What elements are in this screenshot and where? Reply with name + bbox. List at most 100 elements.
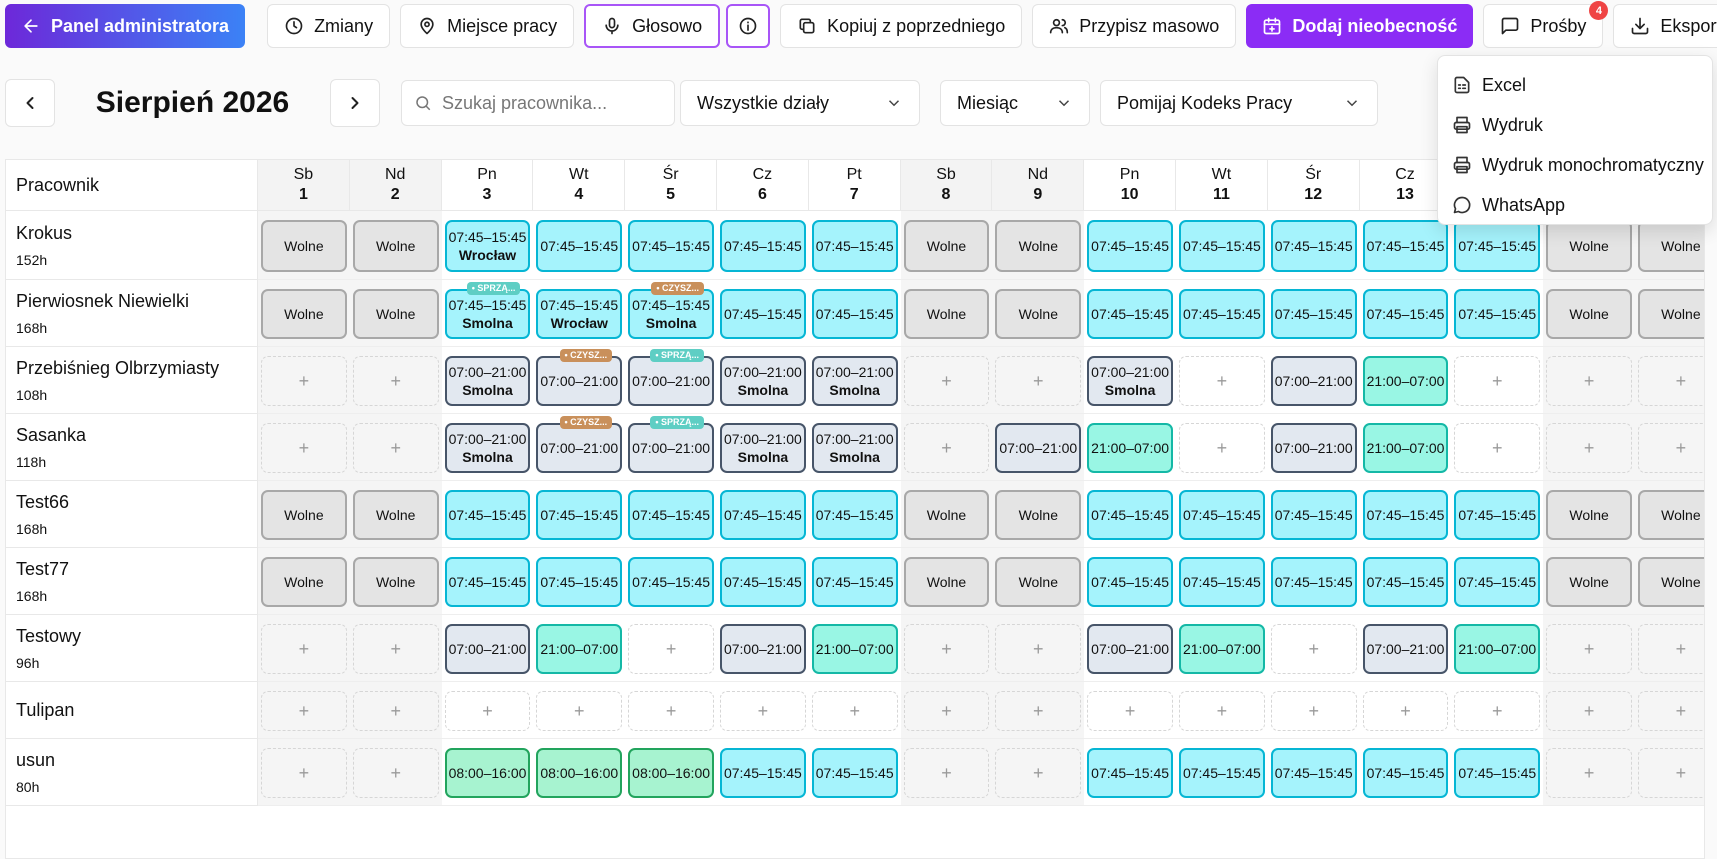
shift-cell[interactable]: 07:45–15:45 xyxy=(720,748,806,798)
workplace-button[interactable]: Miejsce pracy xyxy=(400,4,575,48)
shift-cell[interactable]: 07:45–15:45 xyxy=(1087,220,1173,272)
shift-cell[interactable]: 07:45–15:45 xyxy=(628,220,714,272)
day-off-cell[interactable]: Wolne xyxy=(1638,490,1704,540)
shift-cell[interactable]: 07:45–15:45 xyxy=(1270,748,1357,798)
shift-cell[interactable]: 07:45–15:45 xyxy=(1454,220,1541,272)
day-off-cell[interactable]: Wolne xyxy=(261,220,347,272)
add-shift-cell[interactable]: + xyxy=(1546,748,1632,798)
shift-cell[interactable]: 07:00–21:00 xyxy=(995,423,1082,473)
add-shift-cell[interactable]: + xyxy=(903,624,990,674)
add-shift-cell[interactable]: + xyxy=(1179,356,1265,406)
add-shift-cell[interactable]: + xyxy=(1179,423,1265,473)
add-shift-cell[interactable]: + xyxy=(995,356,1082,406)
add-shift-cell[interactable]: + xyxy=(1362,691,1449,731)
next-month-button[interactable] xyxy=(330,79,380,127)
add-shift-cell[interactable]: + xyxy=(1638,423,1704,473)
voice-button[interactable]: Głosowo xyxy=(584,4,721,48)
export-whatsapp-item[interactable]: WhatsApp xyxy=(1438,185,1712,225)
add-shift-cell[interactable]: + xyxy=(628,624,714,674)
shift-cell[interactable]: 07:45–15:45 xyxy=(1270,289,1357,339)
shift-cell[interactable]: 21:00–07:00 xyxy=(811,624,898,674)
shift-cell[interactable]: 07:45–15:45 xyxy=(1362,220,1449,272)
shift-cell[interactable]: 07:45–15:45 xyxy=(628,490,714,540)
employee-row-header[interactable]: Przebiśnieg Olbrzymiasty 108h xyxy=(6,347,258,414)
day-off-cell[interactable]: Wolne xyxy=(1638,220,1704,272)
shift-cell[interactable]: 07:45–15:45 Wrocław xyxy=(444,220,531,272)
shift-cell[interactable]: 07:00–21:00 Smolna xyxy=(811,423,898,473)
add-shift-cell[interactable]: + xyxy=(995,691,1082,731)
shift-cell[interactable]: 07:00–21:00 xyxy=(1087,624,1173,674)
shift-cell[interactable]: 07:45–15:45 xyxy=(1454,748,1541,798)
day-off-cell[interactable]: Wolne xyxy=(261,557,347,607)
day-off-cell[interactable]: Wolne xyxy=(1638,557,1704,607)
shift-cell[interactable]: 07:45–15:45 xyxy=(1270,220,1357,272)
shift-cell[interactable]: 07:45–15:45 xyxy=(720,220,806,272)
shift-cell[interactable]: 07:45–15:45 xyxy=(1179,490,1265,540)
shift-cell[interactable]: 07:45–15:45 xyxy=(536,220,623,272)
day-off-cell[interactable]: Wolne xyxy=(995,557,1082,607)
add-shift-cell[interactable]: + xyxy=(261,423,347,473)
shift-cell[interactable]: 21:00–07:00 xyxy=(1087,423,1173,473)
shift-cell[interactable]: 07:45–15:45 xyxy=(1454,289,1541,339)
shift-cell[interactable]: 07:00–21:00 xyxy=(444,624,531,674)
add-shift-cell[interactable]: + xyxy=(352,748,439,798)
shift-cell[interactable]: 07:00–21:00 xyxy=(1362,624,1449,674)
add-shift-cell[interactable]: + xyxy=(352,356,439,406)
shift-cell[interactable]: 07:45–15:45 xyxy=(1270,490,1357,540)
shift-cell[interactable]: 07:00–21:00 Smolna xyxy=(720,356,806,406)
add-shift-cell[interactable]: + xyxy=(352,691,439,731)
add-shift-cell[interactable]: + xyxy=(1454,356,1541,406)
add-shift-cell[interactable]: + xyxy=(1270,691,1357,731)
shift-cell[interactable]: 07:00–21:00 • SPRZĄ... xyxy=(628,349,714,406)
shift-cell[interactable]: 07:45–15:45 xyxy=(1454,490,1541,540)
shift-cell[interactable]: 21:00–07:00 xyxy=(1362,356,1449,406)
day-off-cell[interactable]: Wolne xyxy=(1546,557,1632,607)
day-off-cell[interactable]: Wolne xyxy=(352,220,439,272)
shift-cell[interactable]: 07:00–21:00 xyxy=(1270,423,1357,473)
shift-cell[interactable]: 07:00–21:00 • CZYSZ... xyxy=(536,349,623,406)
shift-cell[interactable]: 07:00–21:00 • CZYSZ... xyxy=(536,416,623,473)
add-absence-button[interactable]: Dodaj nieobecność xyxy=(1246,4,1474,48)
shift-cell[interactable]: 21:00–07:00 xyxy=(1454,624,1541,674)
shift-cell[interactable]: 07:45–15:45 xyxy=(1362,289,1449,339)
shift-cell[interactable]: 07:45–15:45 xyxy=(1179,748,1265,798)
add-shift-cell[interactable]: + xyxy=(1270,624,1357,674)
day-off-cell[interactable]: Wolne xyxy=(903,490,990,540)
shift-cell[interactable]: 07:45–15:45 xyxy=(720,289,806,339)
export-print-item[interactable]: Wydruk xyxy=(1438,105,1712,145)
shift-cell[interactable]: 08:00–16:00 xyxy=(628,748,714,798)
shift-cell[interactable]: 07:45–15:45 xyxy=(1087,289,1173,339)
add-shift-cell[interactable]: + xyxy=(261,624,347,674)
shift-cell[interactable]: 07:45–15:45 xyxy=(720,557,806,607)
shift-cell[interactable]: 07:45–15:45 Smolna • CZYSZ... xyxy=(628,282,714,339)
add-shift-cell[interactable]: + xyxy=(1454,691,1541,731)
shift-cell[interactable]: 07:00–21:00 xyxy=(720,624,806,674)
shift-cell[interactable]: 07:45–15:45 xyxy=(1270,557,1357,607)
shift-cell[interactable]: 07:45–15:45 xyxy=(444,557,531,607)
search-input[interactable] xyxy=(442,92,662,114)
add-shift-cell[interactable]: + xyxy=(444,691,531,731)
shift-cell[interactable]: 07:45–15:45 xyxy=(444,490,531,540)
add-shift-cell[interactable]: + xyxy=(352,423,439,473)
bulk-assign-button[interactable]: Przypisz masowo xyxy=(1032,4,1237,48)
shift-cell[interactable]: 07:45–15:45 Wrocław xyxy=(536,289,623,339)
shift-cell[interactable]: 07:45–15:45 xyxy=(1087,557,1173,607)
shift-cell[interactable]: 07:45–15:45 xyxy=(811,748,898,798)
day-off-cell[interactable]: Wolne xyxy=(1546,289,1632,339)
shift-cell[interactable]: 21:00–07:00 xyxy=(1179,624,1265,674)
add-shift-cell[interactable]: + xyxy=(352,624,439,674)
add-shift-cell[interactable]: + xyxy=(261,748,347,798)
labor-code-select[interactable]: Pomijaj Kodeks Pracy xyxy=(1100,80,1378,126)
day-off-cell[interactable]: Wolne xyxy=(1546,220,1632,272)
shift-cell[interactable]: 07:45–15:45 xyxy=(811,490,898,540)
employee-row-header[interactable]: Test66 168h xyxy=(6,481,258,548)
add-shift-cell[interactable]: + xyxy=(903,748,990,798)
add-shift-cell[interactable]: + xyxy=(1454,423,1541,473)
add-shift-cell[interactable]: + xyxy=(1546,691,1632,731)
copy-previous-button[interactable]: Kopiuj z poprzedniego xyxy=(780,4,1023,48)
day-off-cell[interactable]: Wolne xyxy=(1546,490,1632,540)
employee-row-header[interactable]: Testowy 96h xyxy=(6,615,258,682)
export-print-mono-item[interactable]: Wydruk monochromatyczny xyxy=(1438,145,1712,185)
shift-cell[interactable]: 07:00–21:00 • SPRZĄ... xyxy=(628,416,714,473)
shift-cell[interactable]: 07:00–21:00 Smolna xyxy=(1087,356,1173,406)
